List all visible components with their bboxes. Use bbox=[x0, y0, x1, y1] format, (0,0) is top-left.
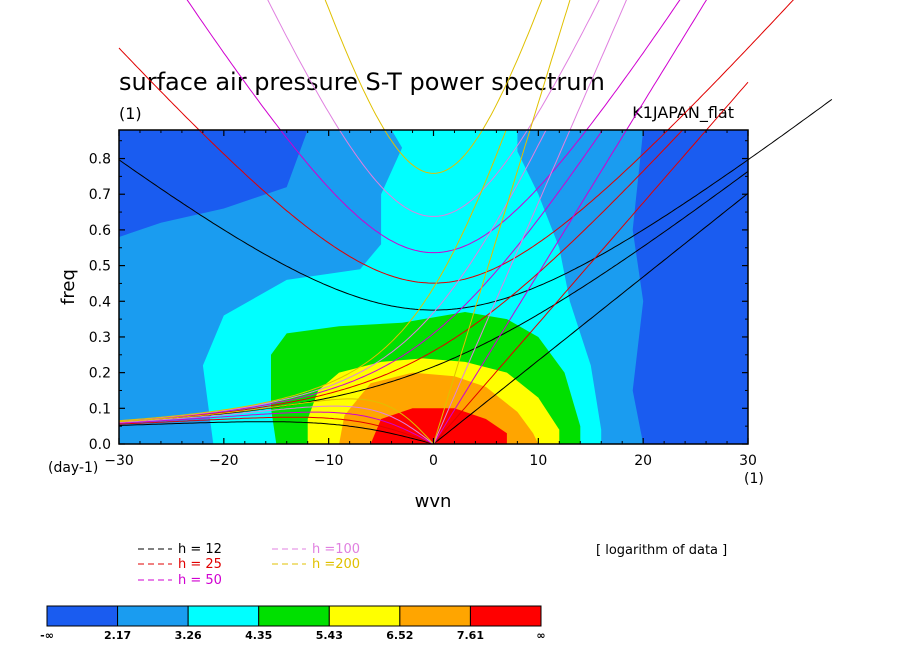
y-tick-label: 0.5 bbox=[89, 259, 111, 275]
axis-tick-layer: −30 −20 −10 0 10 20 30 0.0 0.1 0.2 0.3 0.4 0.5 0.6 0.7… bbox=[89, 130, 757, 469]
x-axis-unit: (1) bbox=[744, 471, 764, 487]
x-tick-label: 30 bbox=[739, 453, 757, 469]
curve-h50-kelvin bbox=[433, 0, 707, 445]
curve-h50-rossby bbox=[119, 411, 434, 444]
curve-h12-kelvin bbox=[433, 192, 749, 445]
chart-subtitle-right: K1JAPAN_flat bbox=[632, 103, 734, 123]
legend-label-h50: h = 50 bbox=[178, 573, 222, 588]
x-tick-label: 0 bbox=[429, 453, 438, 469]
colorbar-swatch-3 bbox=[258, 605, 330, 627]
y-tick-label: 0.7 bbox=[89, 187, 111, 203]
y-tick-label: 0.3 bbox=[89, 330, 111, 346]
chart-title: surface air pressure S-T power spectrum bbox=[119, 68, 605, 96]
x-tick-label: −20 bbox=[209, 453, 239, 469]
legend-label-h12: h = 12 bbox=[178, 542, 222, 557]
y-tick-label: 0.1 bbox=[89, 401, 111, 417]
colorbar-swatch-6 bbox=[469, 605, 542, 627]
curve-h200-kelvin bbox=[433, 0, 571, 445]
colorbar: -∞ 2.17 3.26 4.35 5.43 6.52 7.61 ∞ bbox=[40, 605, 546, 642]
x-tick-label: 10 bbox=[529, 453, 547, 469]
x-tick-label: 20 bbox=[634, 453, 652, 469]
legend-label-h25: h = 25 bbox=[178, 557, 222, 572]
y-tick-label: 0.2 bbox=[89, 366, 111, 382]
legend-label-h200: h =200 bbox=[312, 557, 360, 572]
y-tick-label: 0.0 bbox=[89, 437, 111, 453]
curve-h50-gravity bbox=[186, 0, 681, 254]
colorbar-swatch-2 bbox=[187, 605, 260, 627]
curve-h25-gravity bbox=[118, 0, 794, 284]
data-note: [ logarithm of data ] bbox=[596, 543, 727, 558]
colorbar-label-0: -∞ bbox=[40, 629, 54, 642]
curve-h100-gravity bbox=[267, 0, 600, 217]
curve-h50-mrg bbox=[119, 130, 604, 422]
colorbar-swatch-4 bbox=[328, 605, 401, 627]
y-axis-unit: (day-1) bbox=[48, 460, 98, 476]
x-axis-label: wvn bbox=[415, 491, 452, 512]
curve-h25-rossby bbox=[119, 416, 434, 444]
chart-subtitle-left: (1) bbox=[119, 104, 142, 123]
y-tick-label: 0.8 bbox=[89, 152, 111, 168]
legend-label-h100: h =100 bbox=[312, 542, 360, 557]
colorbar-label-5: 6.52 bbox=[386, 629, 413, 642]
colorbar-swatch-0 bbox=[46, 605, 119, 627]
colorbar-label-6: 7.61 bbox=[457, 629, 484, 642]
colorbar-label-7: ∞ bbox=[536, 629, 545, 642]
colorbar-swatch-5 bbox=[399, 605, 471, 627]
curve-h200-gravity bbox=[324, 0, 543, 174]
colorbar-label-1: 2.17 bbox=[104, 629, 131, 642]
colorbar-label-3: 4.35 bbox=[245, 629, 272, 642]
y-tick-label: 0.4 bbox=[89, 294, 111, 310]
curve-h12-rossby bbox=[119, 421, 434, 444]
curve-h100-kelvin bbox=[433, 0, 627, 445]
y-tick-label: 0.6 bbox=[89, 223, 111, 239]
x-tick-label: −30 bbox=[104, 453, 134, 469]
curve-h12-mrg bbox=[119, 170, 748, 423]
colorbar-label-4: 5.43 bbox=[316, 629, 343, 642]
curve-h25-mrg bbox=[119, 130, 684, 422]
y-axis-label: freq bbox=[58, 269, 79, 305]
curve-h25-kelvin bbox=[433, 81, 749, 445]
dispersion-curve-layer bbox=[118, 0, 833, 445]
curve-h200-mrg bbox=[119, 130, 507, 422]
curve-h100-rossby bbox=[119, 405, 434, 444]
colorbar-swatch-1 bbox=[117, 605, 189, 627]
curve-h200-rossby bbox=[119, 398, 434, 444]
colorbar-label-2: 3.26 bbox=[175, 629, 202, 642]
x-tick-label: −10 bbox=[314, 453, 344, 469]
